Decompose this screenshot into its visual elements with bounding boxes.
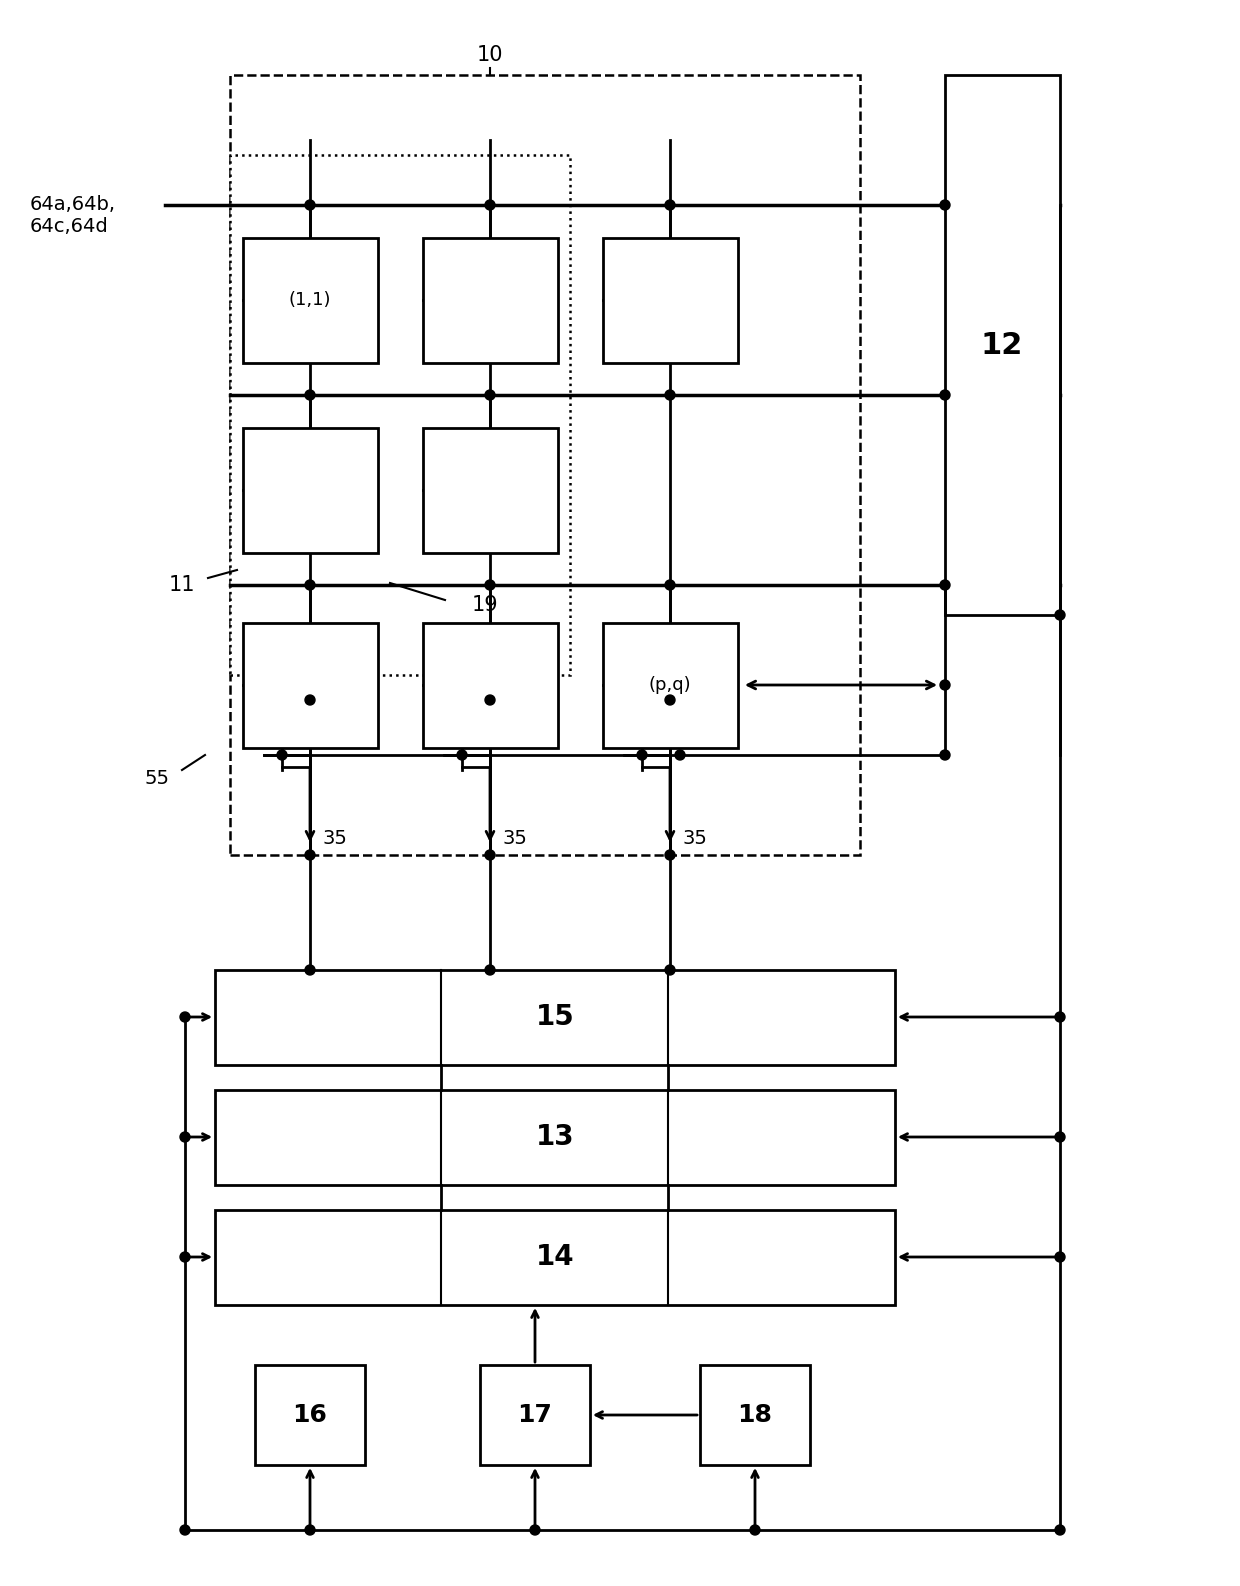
- Bar: [243, 428, 378, 554]
- Circle shape: [180, 1251, 190, 1262]
- Circle shape: [665, 850, 675, 860]
- Bar: [603, 623, 738, 749]
- Bar: [423, 428, 558, 554]
- Circle shape: [485, 850, 495, 860]
- Bar: [229, 155, 570, 676]
- Circle shape: [940, 750, 950, 760]
- Bar: [215, 1210, 895, 1305]
- Bar: [423, 623, 558, 749]
- Circle shape: [305, 695, 315, 706]
- Bar: [423, 238, 558, 363]
- Circle shape: [940, 390, 950, 400]
- Circle shape: [305, 200, 315, 209]
- Bar: [215, 971, 895, 1066]
- Text: 18: 18: [738, 1404, 773, 1427]
- Text: (1,1): (1,1): [289, 290, 331, 309]
- Text: 64a,64b,
64c,64d: 64a,64b, 64c,64d: [30, 195, 117, 235]
- Circle shape: [180, 1526, 190, 1535]
- Circle shape: [305, 850, 315, 860]
- Circle shape: [305, 390, 315, 400]
- Text: 10: 10: [476, 44, 503, 65]
- Bar: [701, 1366, 810, 1465]
- Circle shape: [665, 964, 675, 975]
- Circle shape: [485, 390, 495, 400]
- Bar: [215, 1090, 895, 1185]
- Circle shape: [305, 1526, 315, 1535]
- Bar: [243, 623, 378, 749]
- Text: 11: 11: [169, 576, 195, 595]
- Circle shape: [277, 750, 286, 760]
- Text: 12: 12: [981, 330, 1023, 360]
- Circle shape: [940, 200, 950, 209]
- Circle shape: [458, 750, 467, 760]
- Bar: [243, 238, 378, 363]
- Text: 16: 16: [293, 1404, 327, 1427]
- Circle shape: [1055, 1012, 1065, 1021]
- Text: (p,q): (p,q): [649, 676, 692, 695]
- Circle shape: [665, 390, 675, 400]
- Bar: [945, 75, 1060, 615]
- Text: 14: 14: [536, 1243, 574, 1270]
- Circle shape: [1055, 1251, 1065, 1262]
- Bar: [229, 75, 861, 855]
- Circle shape: [940, 580, 950, 590]
- Circle shape: [1055, 1132, 1065, 1142]
- Circle shape: [637, 750, 647, 760]
- Text: 15: 15: [536, 1002, 574, 1031]
- Bar: [255, 1366, 365, 1465]
- Text: 35: 35: [682, 828, 707, 847]
- Circle shape: [940, 680, 950, 690]
- Circle shape: [305, 964, 315, 975]
- Circle shape: [180, 1132, 190, 1142]
- Circle shape: [1055, 1526, 1065, 1535]
- Text: 17: 17: [517, 1404, 553, 1427]
- Text: 35: 35: [502, 828, 527, 847]
- Text: 13: 13: [536, 1123, 574, 1151]
- Circle shape: [1055, 611, 1065, 620]
- Circle shape: [485, 964, 495, 975]
- Circle shape: [180, 1012, 190, 1021]
- Text: 19: 19: [471, 595, 498, 615]
- Text: 55: 55: [145, 769, 170, 788]
- Circle shape: [665, 200, 675, 209]
- Circle shape: [485, 580, 495, 590]
- Circle shape: [675, 750, 684, 760]
- Circle shape: [485, 695, 495, 706]
- Circle shape: [665, 695, 675, 706]
- Circle shape: [665, 580, 675, 590]
- Circle shape: [485, 200, 495, 209]
- Circle shape: [529, 1526, 539, 1535]
- Bar: [480, 1366, 590, 1465]
- Text: 35: 35: [322, 828, 347, 847]
- Bar: [603, 238, 738, 363]
- Circle shape: [750, 1526, 760, 1535]
- Circle shape: [305, 580, 315, 590]
